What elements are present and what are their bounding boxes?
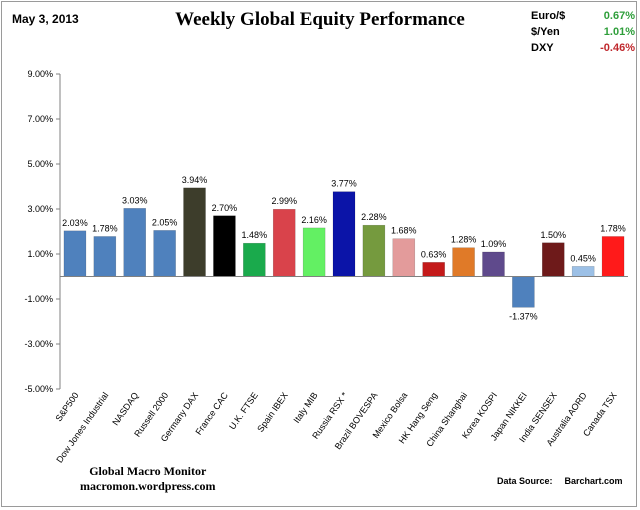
bar bbox=[183, 187, 206, 277]
y-tick-label: 5.00% bbox=[27, 159, 53, 169]
data-label: 3.03% bbox=[122, 195, 148, 205]
bar bbox=[63, 230, 87, 277]
footer-brand-block: Global Macro Monitor macromon.wordpress.… bbox=[80, 464, 216, 494]
report-date: May 3, 2013 bbox=[12, 12, 79, 26]
category-label: Dow Jones Industrial bbox=[54, 390, 110, 464]
bar bbox=[422, 262, 445, 277]
fx-value: 0.67% bbox=[603, 10, 635, 22]
data-label: 3.77% bbox=[331, 179, 357, 189]
fx-row-dxy: DXY -0.46% bbox=[531, 40, 639, 56]
bar bbox=[123, 208, 146, 277]
data-label: 1.78% bbox=[92, 223, 118, 233]
category-label: NASDAQ bbox=[110, 390, 140, 427]
bar bbox=[452, 247, 475, 277]
bar bbox=[601, 236, 625, 277]
fx-row-yen: $/Yen 1.01% bbox=[531, 24, 639, 40]
category-label: U.K. FTSE bbox=[227, 390, 260, 431]
bar bbox=[272, 208, 296, 277]
data-label: 2.28% bbox=[361, 212, 387, 222]
source-name: Barchart.com bbox=[564, 476, 623, 486]
y-tick-label: 7.00% bbox=[27, 114, 53, 124]
data-label: 1.09% bbox=[481, 239, 507, 249]
bar bbox=[362, 224, 386, 277]
bar bbox=[512, 276, 535, 308]
y-tick-label: 1.00% bbox=[27, 249, 53, 259]
bar bbox=[482, 251, 505, 277]
fx-label: DXY bbox=[531, 42, 554, 54]
bar bbox=[571, 266, 595, 277]
category-label: Spain IBEX bbox=[255, 390, 290, 433]
data-label: 2.03% bbox=[62, 218, 88, 228]
y-tick-label: 3.00% bbox=[27, 204, 53, 214]
fx-label: $/Yen bbox=[531, 26, 560, 38]
chart-title: Weekly Global Equity Performance bbox=[175, 9, 465, 30]
data-label: 3.94% bbox=[182, 175, 208, 185]
category-label: Italy MIB bbox=[291, 390, 319, 424]
source-label: Data Source: bbox=[497, 476, 553, 486]
y-tick-label: -5.00% bbox=[24, 384, 53, 394]
fx-label: Euro/$ bbox=[531, 10, 566, 22]
bar bbox=[93, 236, 117, 277]
data-label: 1.48% bbox=[242, 230, 268, 240]
bar bbox=[302, 227, 326, 277]
fx-value: -0.46% bbox=[600, 42, 635, 54]
fx-panel: Euro/$ 0.67% $/Yen 1.01% DXY -0.46% bbox=[531, 8, 639, 56]
footer-brand: Global Macro Monitor bbox=[89, 464, 207, 478]
y-tick-label: 9.00% bbox=[27, 69, 53, 79]
y-tick-label: -1.00% bbox=[24, 294, 53, 304]
data-label: 1.78% bbox=[600, 223, 626, 233]
y-tick-label: -3.00% bbox=[24, 339, 53, 349]
data-label: 1.68% bbox=[391, 226, 417, 236]
data-label: 2.05% bbox=[152, 217, 178, 227]
data-label: 1.28% bbox=[451, 235, 477, 245]
data-label: 0.63% bbox=[421, 249, 447, 259]
bar bbox=[243, 242, 266, 277]
bar bbox=[332, 191, 356, 277]
bar bbox=[542, 242, 565, 277]
bar bbox=[213, 215, 236, 277]
fx-row-euro: Euro/$ 0.67% bbox=[531, 8, 639, 24]
data-label: 2.99% bbox=[271, 196, 297, 206]
bar bbox=[392, 238, 416, 277]
category-label: S&P500 bbox=[53, 390, 80, 423]
data-label: 2.16% bbox=[301, 215, 327, 225]
footer-site: macromon.wordpress.com bbox=[80, 479, 216, 493]
data-label: 1.50% bbox=[540, 230, 566, 240]
fx-value: 1.01% bbox=[603, 26, 635, 38]
footer-source: Data Source: Barchart.com bbox=[497, 476, 623, 486]
data-label: -1.37% bbox=[509, 311, 538, 321]
data-label: 0.45% bbox=[570, 253, 596, 263]
bar bbox=[153, 230, 176, 277]
data-label: 2.70% bbox=[212, 203, 238, 213]
